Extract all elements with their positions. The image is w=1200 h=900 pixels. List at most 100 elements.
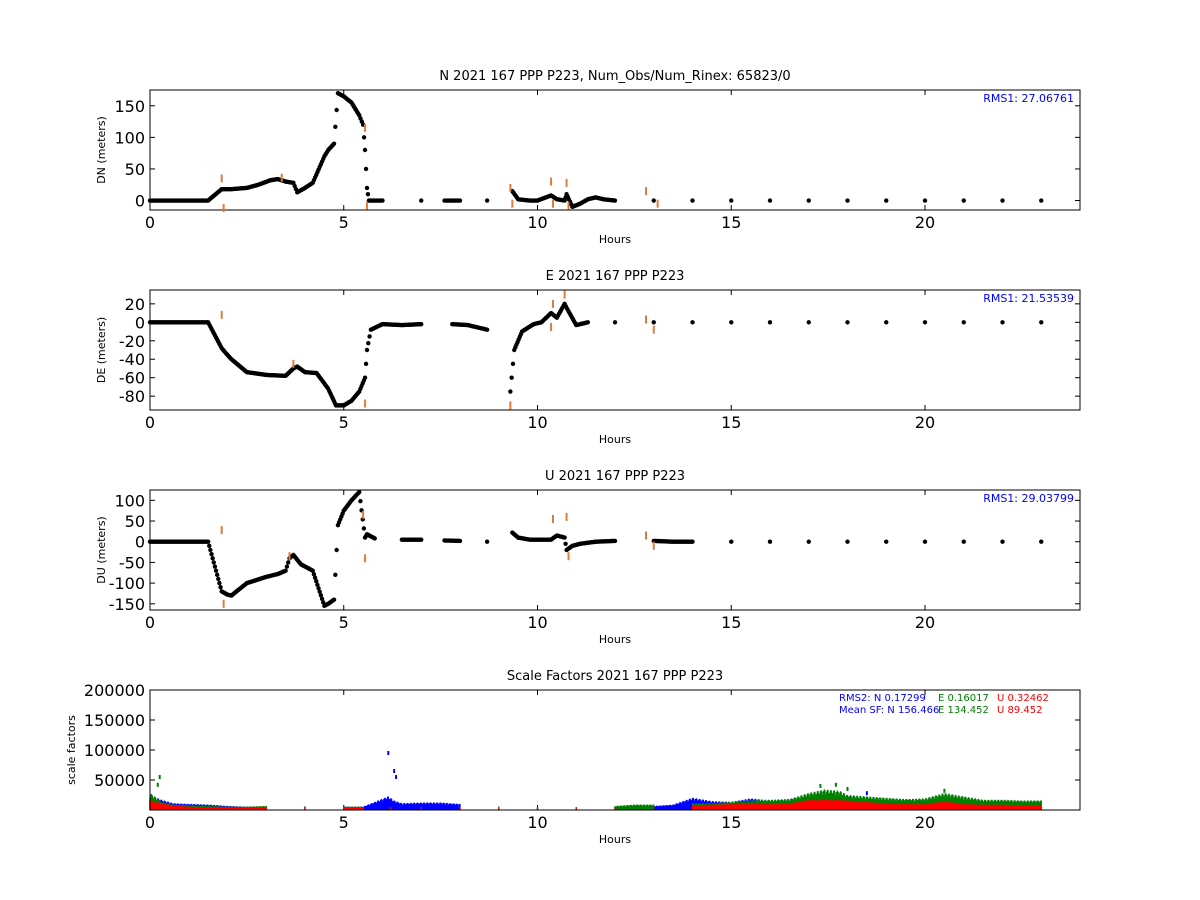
x-axis-label: Hours [599,233,631,246]
data-point [651,320,656,325]
data-point [484,539,490,544]
data-point [372,536,377,541]
rms-annotation: RMS1: 27.06761 [983,92,1074,105]
scale-annotation: E 0.16017 [938,693,989,704]
outlier-point [645,531,647,540]
data-point [509,375,514,380]
data-point [205,539,211,544]
data-point [612,538,618,544]
y-tick-label: -20 [119,332,145,351]
data-point [457,538,463,544]
data-point [316,586,321,591]
data-point [334,547,339,553]
x-axis-label: Hours [599,433,631,446]
y-tick-label: 150 [114,97,145,116]
y-tick-label: -40 [119,350,145,369]
plot-frame [149,689,1081,811]
data-point [314,579,319,584]
chart-title: N 2021 167 PPP P223, Num_Obs/Num_Rinex: … [439,69,790,84]
y-tick-label: -100 [109,574,145,593]
x-tick-label: 20 [915,613,935,632]
y-tick-label: -60 [119,369,145,388]
plot-frame [149,289,1081,411]
data-point [364,347,370,353]
outlier-point [550,322,553,331]
data-point [690,320,695,325]
data-point [562,535,567,540]
data-point [729,320,734,325]
data-point [457,198,463,203]
y-axis-label: DN (meters) [95,116,108,184]
data-point [364,185,370,191]
scale-factor-spike [158,775,161,779]
x-tick-label: 20 [915,213,935,232]
scale-factor-spike [395,775,398,779]
data-point [806,198,811,203]
data-point [366,341,371,346]
data-point [612,320,618,325]
data-point [209,551,214,557]
x-tick-label: 5 [339,613,349,632]
x-tick-label: 15 [721,413,741,432]
x-tick-label: 10 [527,813,547,832]
data-point [585,320,591,325]
chart-panel-3: Scale Factors 2021 167 PPP P223 0 5 10 15 20 5… [65,669,1081,846]
y-tick-label: 0 [135,192,145,211]
scale-annotation: E 134.452 [938,705,989,716]
data-point [318,593,324,598]
x-tick-label: 10 [527,213,547,232]
data-point [419,198,424,203]
outlier-point [509,183,512,192]
scale-factor-spike [846,787,849,791]
data-point [363,361,369,367]
outlier-point [364,399,367,408]
y-tick-label: -150 [109,595,145,614]
outlier-point [509,401,512,410]
outlier-point [288,552,291,561]
data-point [217,580,222,586]
x-tick-label: 10 [527,413,547,432]
data-point [218,585,223,590]
data-point [884,539,889,544]
data-point [1039,539,1044,544]
data-point [208,547,213,553]
x-tick-label: 15 [721,213,741,232]
data-point [331,597,337,602]
outlier-point [364,123,367,132]
rms-annotation: RMS1: 21.53539 [983,292,1074,305]
x-tick-label: 0 [145,213,155,232]
x-tick-label: 0 [145,413,155,432]
data-point [419,537,424,542]
x-tick-label: 5 [339,813,349,832]
x-tick-label: 20 [915,413,935,432]
data-point [333,124,338,130]
data-point [380,198,385,203]
data-point [365,192,371,197]
plot-frame [149,89,1081,211]
y-tick-label: 100 [114,491,145,510]
data-point [284,564,290,569]
data-point [1000,198,1005,203]
y-tick-label: 50 [125,160,145,179]
plot-frame-top [149,689,1081,811]
y-axis-label: DU (meters) [95,516,108,583]
scale-factor-spike [943,788,946,793]
data-point [884,198,889,203]
data-point [767,320,773,325]
outlier-point [222,204,225,213]
scale-annotation: Mean SF: N 156.466 [839,705,939,716]
data-point [1000,320,1005,325]
data-point [211,560,216,565]
y-tick-label: 20 [125,295,145,314]
data-point [419,321,424,327]
data-point [961,198,966,203]
scale-annotation: U 89.452 [997,705,1043,716]
chart-title: Scale Factors 2021 167 PPP P223 [507,669,723,684]
data-point [362,147,368,153]
data-point [729,198,734,203]
data-point [922,198,928,203]
y-tick-label: 0 [135,313,145,332]
data-point [690,198,695,203]
scale-factor-spike [156,782,159,787]
data-point [961,320,966,325]
